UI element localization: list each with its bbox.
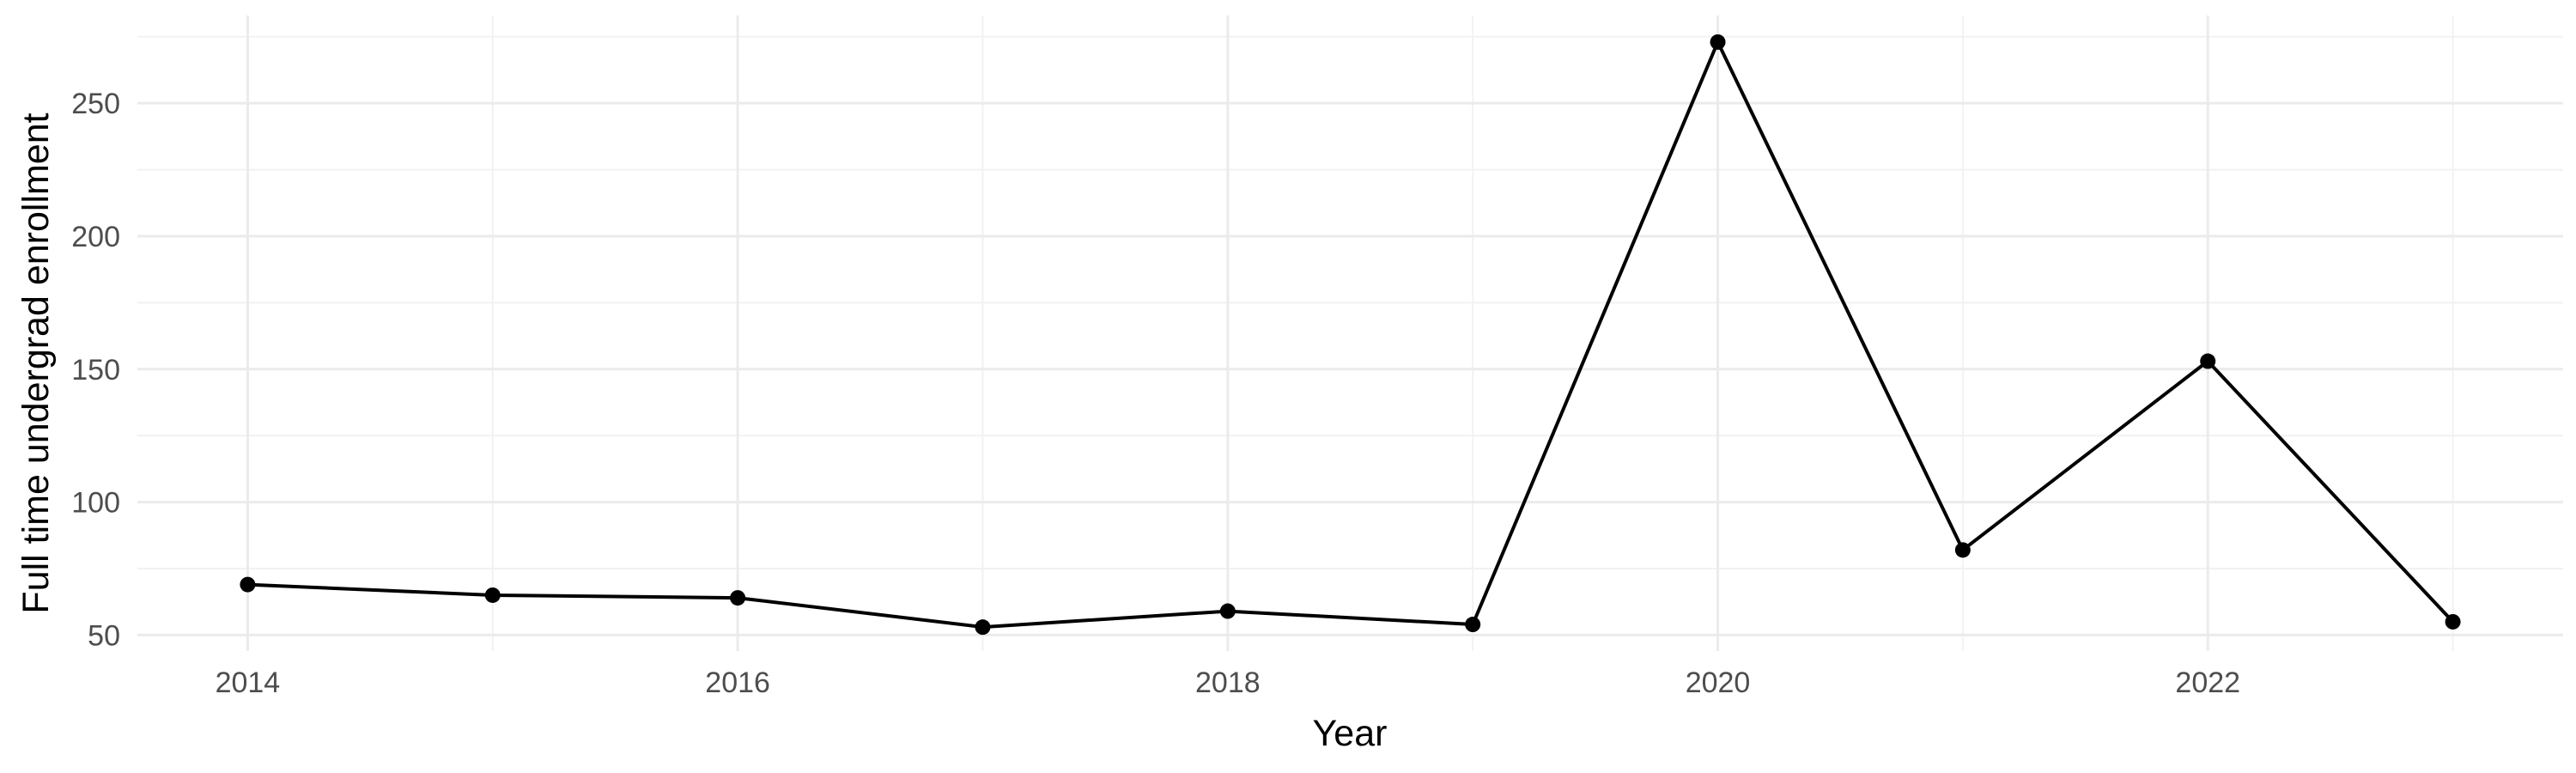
data-point <box>2200 353 2216 369</box>
data-point <box>484 587 501 603</box>
data-point <box>1710 33 1726 50</box>
data-point <box>730 590 746 606</box>
data-point <box>1465 617 1481 633</box>
data-point <box>1954 542 1971 558</box>
data-point <box>1219 603 1236 619</box>
y-tick-label: 150 <box>71 354 120 386</box>
data-point <box>975 619 991 636</box>
series <box>240 33 2461 636</box>
y-tick-label: 100 <box>71 487 120 520</box>
y-tick-label: 50 <box>88 619 120 652</box>
y-tick-label: 200 <box>71 221 120 253</box>
x-tick-label: 2022 <box>2175 666 2240 699</box>
data-point <box>2445 613 2461 630</box>
grid-lines <box>137 15 2563 651</box>
x-tick-label: 2018 <box>1195 666 1261 699</box>
y-tick-label: 250 <box>71 88 120 120</box>
x-tick-label: 2014 <box>216 666 281 699</box>
tick-labels: 50 100 150 200 250 2014 2016 2018 2020 2022 <box>71 88 2240 699</box>
series-line <box>246 40 2455 630</box>
x-tick-label: 2016 <box>705 666 770 699</box>
data-point <box>240 576 256 593</box>
y-axis-title: Full time undergrad enrollment <box>15 113 57 613</box>
x-tick-label: 2020 <box>1686 666 1751 699</box>
x-axis-title: Year <box>1313 713 1388 754</box>
